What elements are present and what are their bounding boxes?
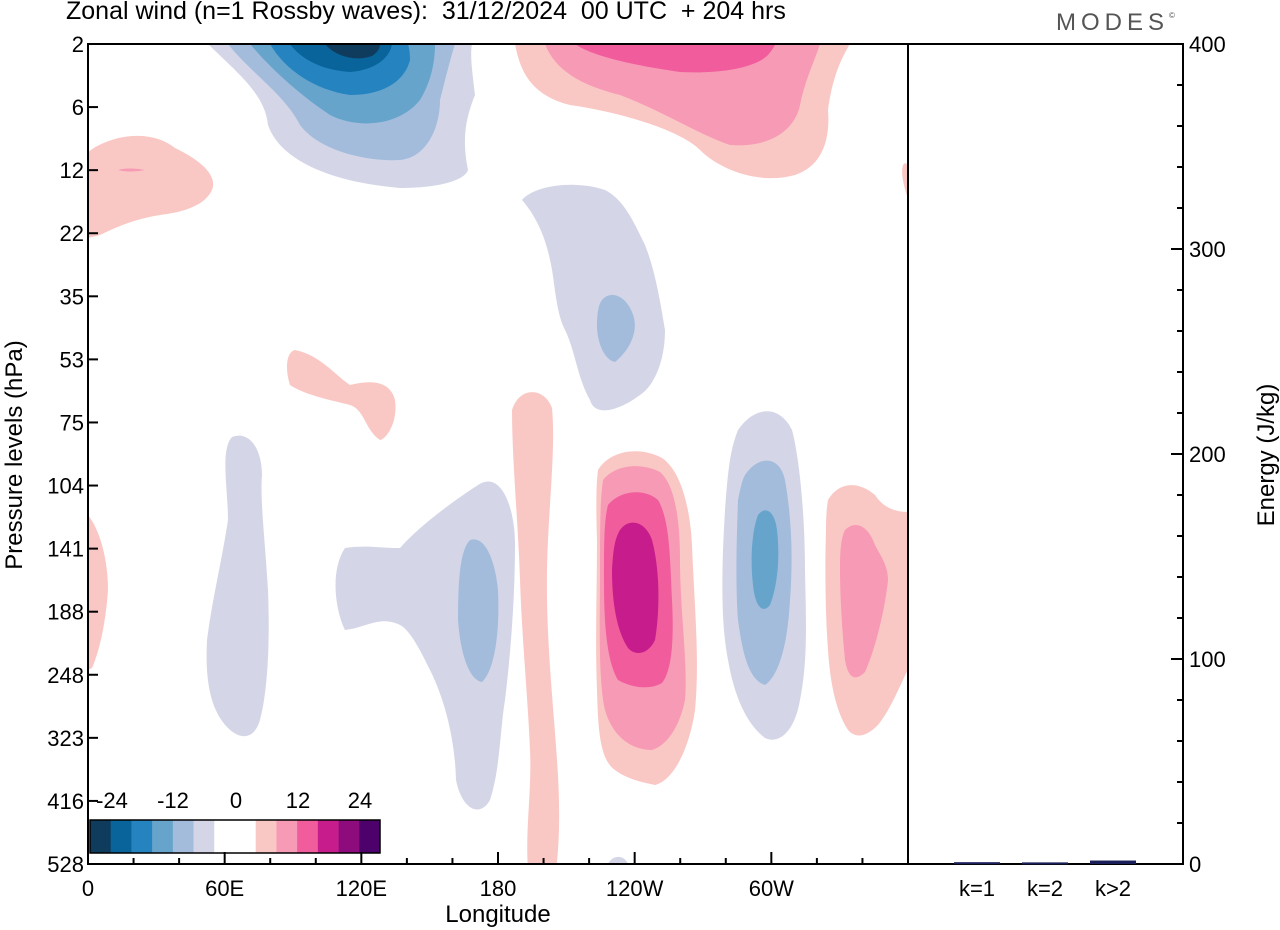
y-axis-label: Pressure levels (hPa) xyxy=(1,340,28,569)
colorbar-label: -12 xyxy=(157,788,189,813)
y-tick-label: 416 xyxy=(47,789,84,814)
bar-category-label: k=2 xyxy=(1027,876,1063,901)
y-tick-label: 22 xyxy=(60,221,84,246)
y-tick-label: 53 xyxy=(60,347,84,372)
colorbar-label: -24 xyxy=(96,788,128,813)
contour-neg-bottom xyxy=(608,856,628,864)
energy-tick-label: 200 xyxy=(1189,442,1226,467)
colorbar-swatch xyxy=(152,820,174,853)
y-tick-label: 2 xyxy=(72,32,84,57)
energy-tick-label: 100 xyxy=(1189,647,1226,672)
y-tick-label: 12 xyxy=(60,158,84,183)
contour-pos-l3 xyxy=(575,44,775,73)
colorbar-swatch xyxy=(255,820,277,853)
brand-logo: MODES© xyxy=(1056,9,1175,37)
colorbar-swatch xyxy=(359,820,381,853)
colorbar-swatch xyxy=(90,820,112,853)
x-tick-label: 180 xyxy=(480,876,517,901)
colorbar-swatch xyxy=(193,820,215,853)
x-tick-label: 120E xyxy=(336,876,387,901)
contour-pos-l2 xyxy=(545,44,820,146)
colorbar-swatch xyxy=(297,820,319,853)
contour-pos-left-core xyxy=(118,168,145,172)
energy-bars: k=1 k=2 k>2 xyxy=(954,860,1136,901)
energy-tick-label: 300 xyxy=(1189,237,1226,262)
colorbar-swatch xyxy=(317,820,339,853)
colorbar-swatch xyxy=(338,820,360,853)
contour-field xyxy=(88,44,908,864)
contour-neg-l6 xyxy=(325,44,380,59)
contour-neg-mid xyxy=(522,184,665,411)
colorbar: -24 -12 0 12 24 xyxy=(88,786,388,864)
y-tick-label: 104 xyxy=(47,474,84,499)
colorbar-label: 24 xyxy=(348,788,372,813)
contour-pos-53 xyxy=(287,350,396,440)
energy-tick-label: 400 xyxy=(1189,32,1226,57)
energy-bar xyxy=(1022,862,1068,865)
energy-bar xyxy=(954,862,1000,865)
colorbar-swatch xyxy=(172,820,194,853)
y-tick-label: 323 xyxy=(47,726,84,751)
energy-axis: 0 100 200 300 400 xyxy=(1171,32,1226,877)
x-tick-label: 60W xyxy=(749,876,794,901)
contour-neg-60w-l3 xyxy=(751,510,779,609)
y-tick-label: 141 xyxy=(47,537,84,562)
x-tick-label: 60E xyxy=(205,876,244,901)
pressure-axis: 2 6 12 22 35 53 75 104 141 188 248 323 416 528 xyxy=(47,32,98,877)
contour-pos-edge-right xyxy=(902,163,908,199)
y-tick-label: 6 xyxy=(72,95,84,120)
contour-pos-right-l2 xyxy=(840,525,888,678)
brand-text: MODES xyxy=(1056,9,1170,36)
colorbar-swatch xyxy=(276,820,298,853)
energy-tick-label: 0 xyxy=(1189,852,1201,877)
contour-pos-edge xyxy=(88,515,108,670)
contour-pos-120w-l4 xyxy=(612,522,659,653)
contour-neg-60e xyxy=(206,435,269,737)
energy-axis-label: Energy (J/kg) xyxy=(1253,384,1280,527)
contour-pos-strip xyxy=(512,392,560,864)
colorbar-frame xyxy=(89,819,381,854)
y-tick-label: 75 xyxy=(60,410,84,435)
y-tick-label: 248 xyxy=(47,663,84,688)
energy-bar xyxy=(1090,860,1136,864)
colorbar-label: 0 xyxy=(230,788,242,813)
y-tick-label: 528 xyxy=(47,852,84,877)
colorbar-swatch xyxy=(235,820,257,853)
colorbar-label: 12 xyxy=(286,788,310,813)
contour-neg-180-core xyxy=(458,539,499,682)
longitude-axis: 0 60E 120E 180 120W 60W xyxy=(82,852,909,901)
colorbar-swatch xyxy=(214,820,236,853)
y-tick-label: 188 xyxy=(47,600,84,625)
y-tick-label: 35 xyxy=(60,284,84,309)
brand-mark: © xyxy=(1169,11,1175,20)
chart-title: Zonal wind (n=1 Rossby waves): 31/12/202… xyxy=(66,0,786,25)
x-tick-label: 120W xyxy=(606,876,664,901)
contour-pos-left xyxy=(88,135,214,238)
bar-category-label: k=1 xyxy=(959,876,995,901)
x-tick-label: 0 xyxy=(82,876,94,901)
x-axis-label: Longitude xyxy=(445,901,550,928)
contour-neg-mid-core xyxy=(597,294,635,362)
colorbar-swatch xyxy=(110,820,132,853)
colorbar-swatch xyxy=(131,820,153,853)
bar-category-label: k>2 xyxy=(1095,876,1131,901)
